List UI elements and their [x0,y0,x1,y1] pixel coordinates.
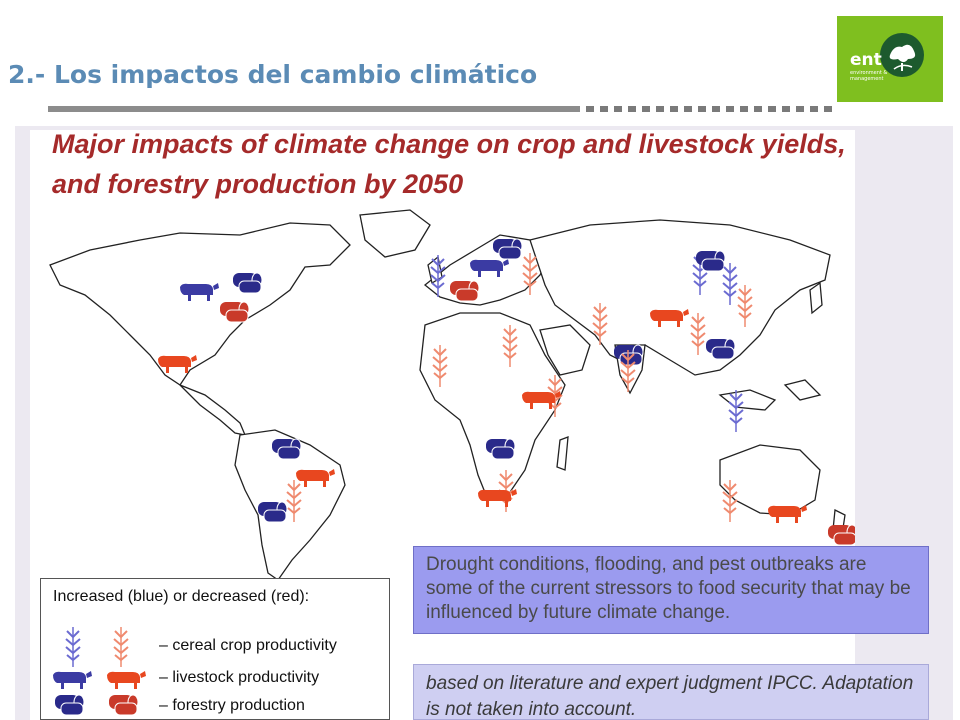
logo-subtext: environment & management [850,70,888,82]
tree-logo-icon [880,33,924,77]
drought-note: Drought conditions, flooding, and pest o… [413,546,929,634]
title-dotted-rule [586,106,834,112]
legend-title: Increased (blue) or decreased (red): [53,588,310,605]
logo-text: ent [850,50,882,70]
legend-cereal-label: – cereal crop productivity [159,637,337,654]
wheat-icon [65,627,129,667]
cow-icon [53,671,146,689]
log-icon-new-zealand [827,524,855,546]
legend-livestock-label: – livestock productivity [159,669,320,686]
slide-title: 2.- Los impactos del cambio climático [8,60,538,89]
map-legend: Increased (blue) or decreased (red): – c… [40,578,390,720]
title-underline [48,106,580,112]
figure-title: Major impacts of climate change on crop … [52,129,846,199]
source-note: based on literature and expert judgment … [413,664,929,720]
log-icon [54,694,139,716]
world-map [49,209,855,581]
wheat-icon-australia [722,479,738,523]
legend-forestry-label: – forestry production [159,697,305,714]
wheat-icon-southeast-asia [728,389,744,433]
